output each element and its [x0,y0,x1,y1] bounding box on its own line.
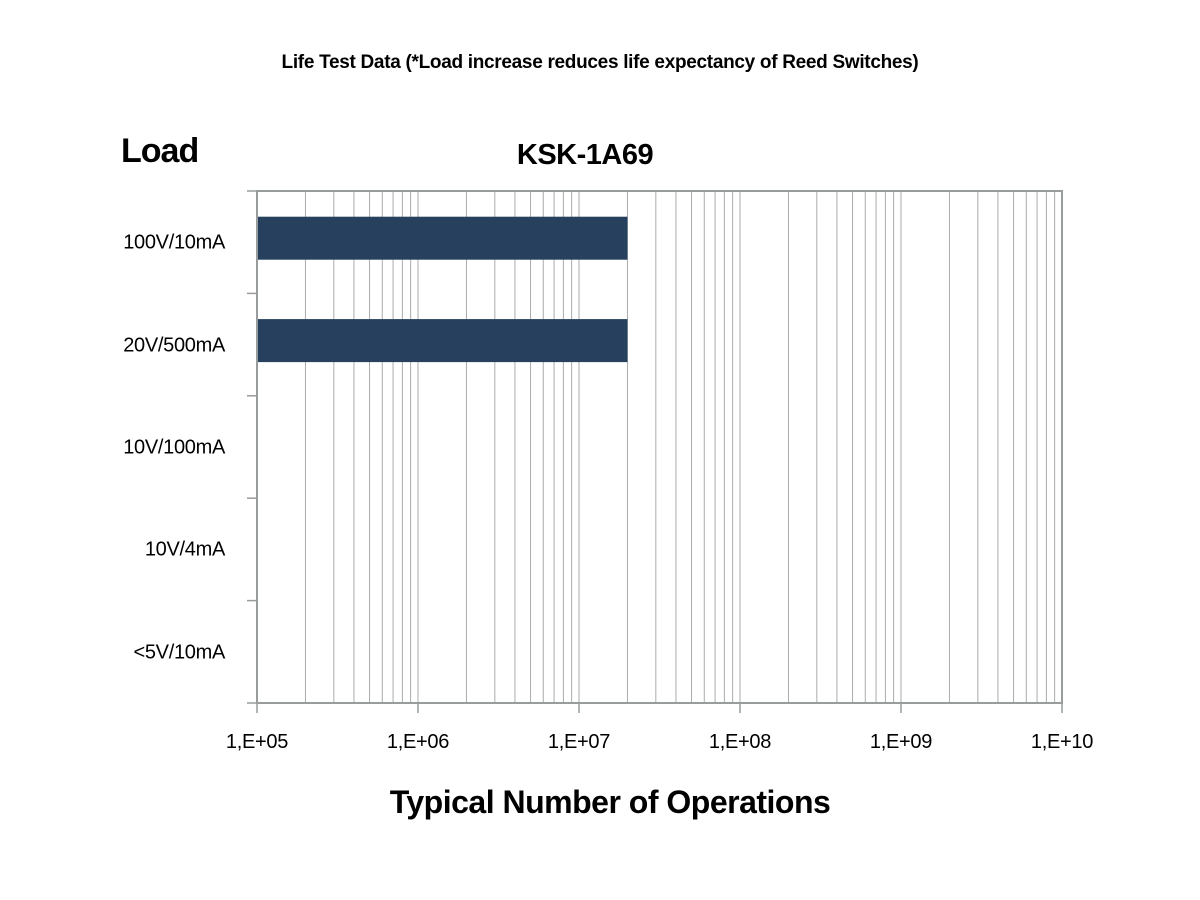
page-title: Life Test Data (*Load increase reduces l… [281,52,919,73]
y-axis-title: Load [121,132,199,170]
bar-20V/500mA [258,319,628,363]
y-tick-label: <5V/10mA [133,641,225,664]
x-tick-label: 1,E+09 [869,731,933,753]
x-tick-label: 1,E+07 [547,731,611,753]
y-tick-label: 100V/10mA [123,231,225,254]
x-axis-title: Typical Number of Operations [389,784,831,820]
y-tick-label: 10V/4mA [144,538,225,561]
y-tick-label: 10V/100mA [123,436,225,459]
x-tick-label: 1,E+10 [1030,731,1094,753]
y-tick-label: 20V/500mA [123,334,225,357]
x-tick-label: 1,E+06 [386,731,450,753]
x-tick-label: 1,E+08 [708,731,772,753]
chart-title: KSK-1A69 [516,139,654,171]
bar-100V/10mA [258,216,628,260]
plot-border [256,190,1063,704]
x-tick-label: 1,E+05 [225,731,289,753]
